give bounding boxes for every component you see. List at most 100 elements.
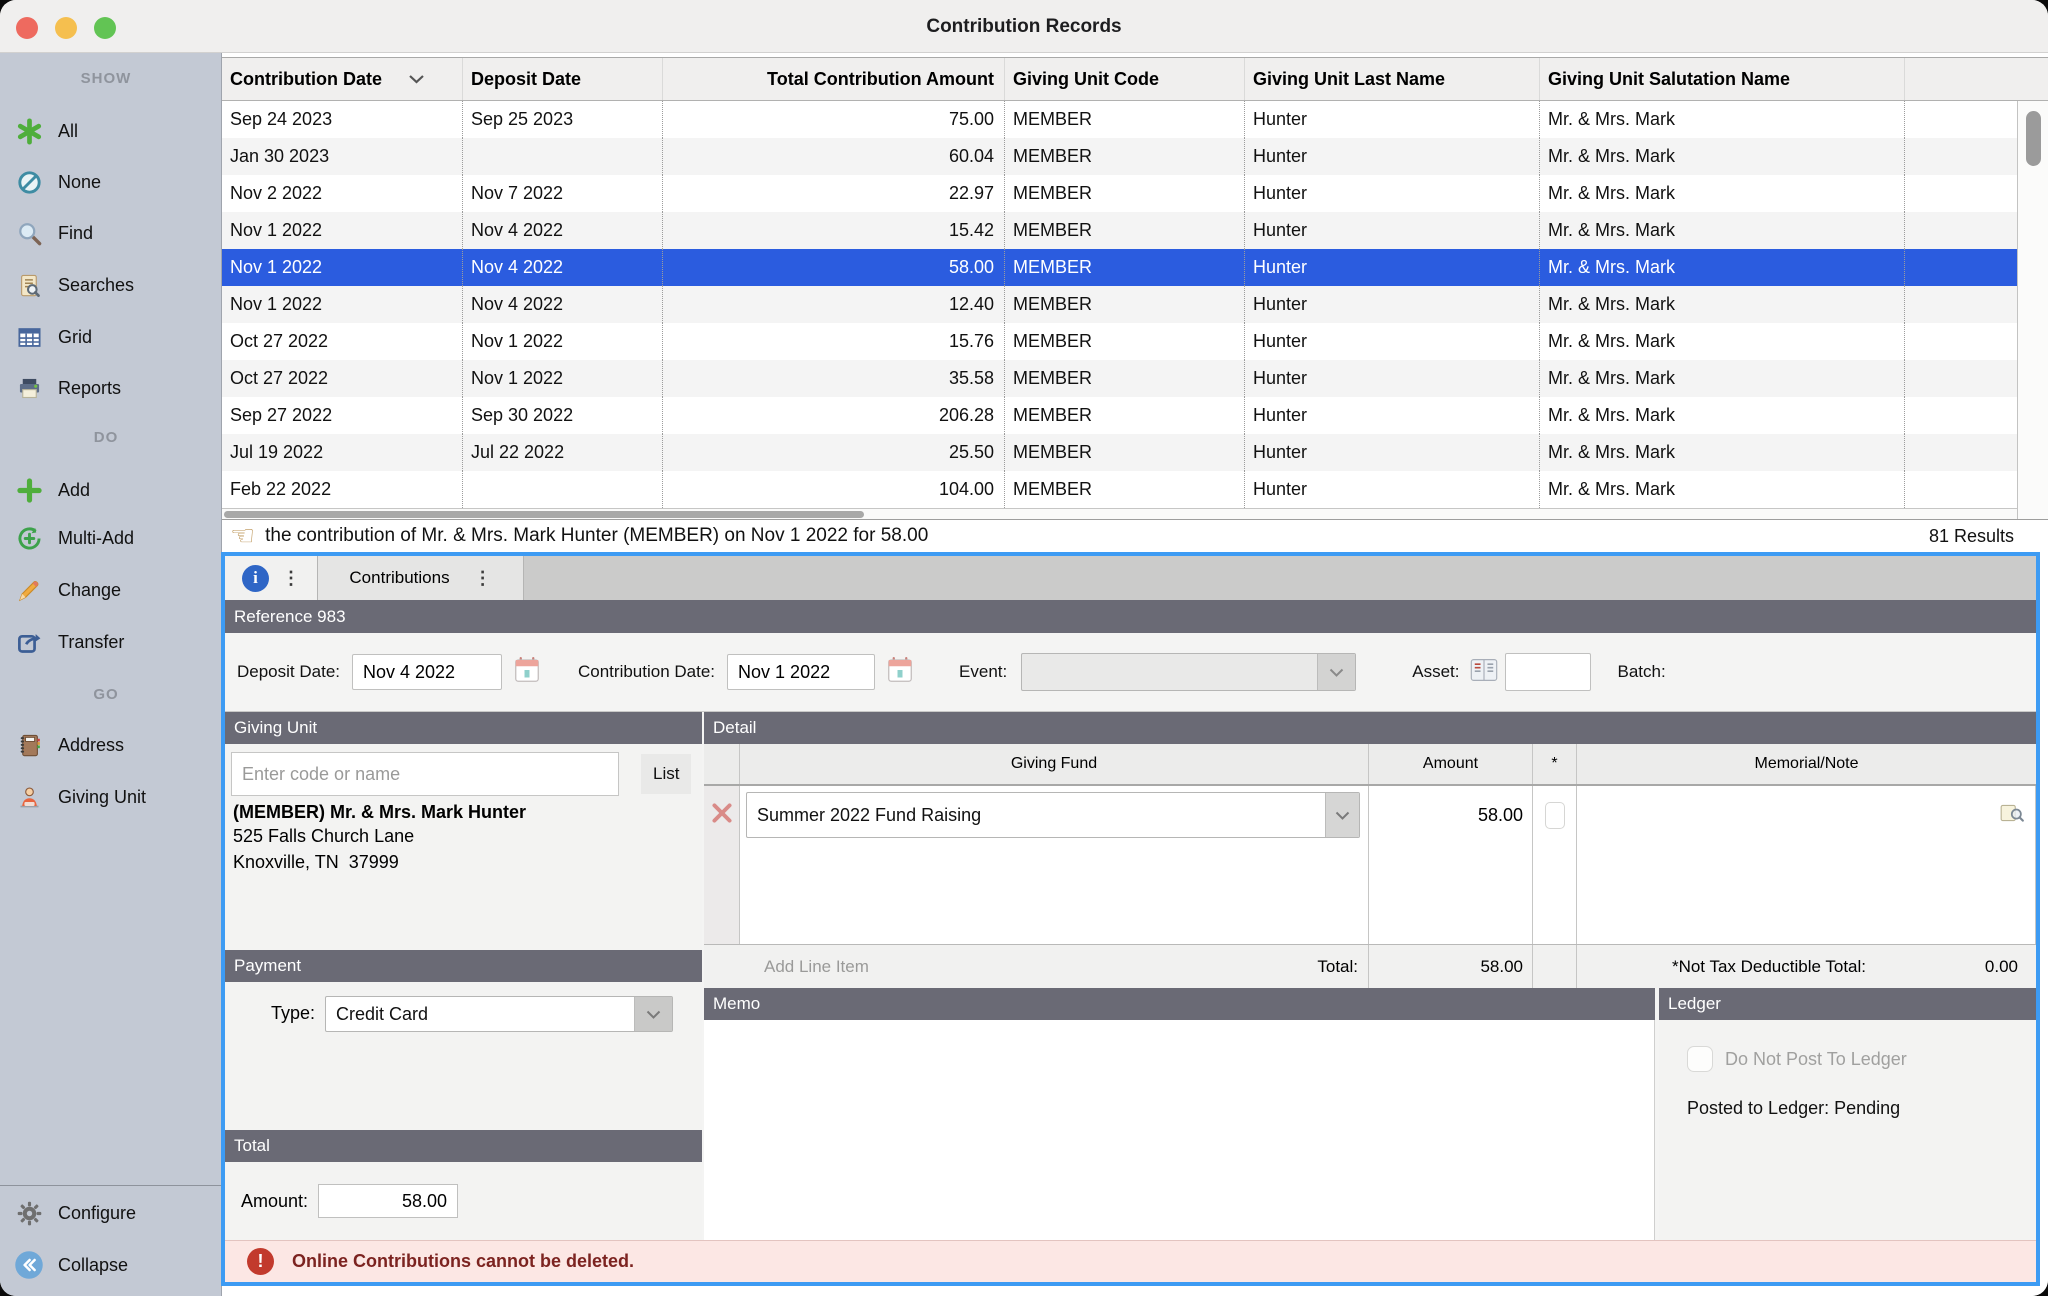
column-header-contribution-date[interactable]: Contribution Date	[222, 58, 463, 100]
sidebar-item-grid[interactable]: Grid	[0, 311, 221, 363]
table-cell: 15.42	[663, 212, 1005, 249]
payment-type-dropdown[interactable]: Credit Card	[325, 996, 674, 1032]
delete-line-item-button[interactable]	[704, 786, 740, 844]
tab-label: Contributions	[349, 568, 450, 587]
sidebar-item-collapse[interactable]: Collapse	[0, 1239, 221, 1291]
sidebar-item-add[interactable]: Add	[0, 464, 221, 516]
sidebar-item-transfer[interactable]: Transfer	[0, 616, 221, 668]
table-row[interactable]: Jan 30 2023 60.04 MEMBER Hunter Mr. & Mrs. M…	[222, 138, 2048, 175]
vertical-scrollbar-thumb[interactable]	[2026, 111, 2041, 166]
list-button[interactable]: List	[641, 754, 692, 794]
collapse-chevrons-icon	[14, 1250, 44, 1280]
batch-label: Batch:	[1617, 662, 1666, 681]
ledger-book-icon[interactable]	[1469, 657, 1499, 688]
giving-unit-search-input[interactable]	[231, 752, 619, 796]
add-line-item-button[interactable]: Add Line Item	[764, 956, 869, 976]
pencil-icon	[14, 577, 44, 604]
calendar-icon[interactable]	[512, 655, 542, 690]
deposit-date-input[interactable]	[352, 654, 502, 690]
payment-type-label: Type:	[271, 1003, 316, 1023]
vertical-scrollbar[interactable]	[2017, 101, 2048, 520]
contribution-date-label: Contribution Date:	[578, 662, 716, 681]
posted-to-ledger-status: Posted to Ledger: Pending	[1687, 1098, 1901, 1118]
deposit-date-label: Deposit Date:	[237, 662, 340, 681]
table-row[interactable]: Nov 1 2022 Nov 4 2022 58.00 MEMBER Hunter Mr.…	[222, 249, 2048, 286]
sidebar-item-configure[interactable]: Configure	[0, 1187, 221, 1239]
table-cell: Mr. & Mrs. Mark	[1540, 360, 1905, 397]
column-header-deposit-date[interactable]: Deposit Date	[463, 58, 663, 100]
sidebar-item-find[interactable]: Find	[0, 207, 221, 259]
column-header-code[interactable]: Giving Unit Code	[1005, 58, 1245, 100]
sidebar-item-multi-add[interactable]: Multi-Add	[0, 512, 221, 564]
column-header-salutation[interactable]: Giving Unit Salutation Name	[1540, 58, 1905, 100]
sidebar-item-change[interactable]: Change	[0, 564, 221, 616]
contribution-date-input[interactable]	[727, 654, 876, 690]
giving-unit-address-line2: Knoxville, TN 37999	[233, 852, 399, 872]
column-header-last-name[interactable]: Giving Unit Last Name	[1245, 58, 1540, 100]
table-row[interactable]: Nov 1 2022 Nov 4 2022 15.42 MEMBER Hunter Mr.…	[222, 212, 2048, 249]
table-row[interactable]: Oct 27 2022 Nov 1 2022 15.76 MEMBER Hunter Mr…	[222, 323, 2048, 360]
giving-fund-dropdown[interactable]: Summer 2022 Fund Raising	[746, 792, 1360, 838]
table-cell: Hunter	[1245, 360, 1540, 397]
table-cell: 12.40	[663, 286, 1005, 323]
table-row[interactable]: Sep 27 2022 Sep 30 2022 206.28 MEMBER Hunter…	[222, 397, 2048, 434]
scroll-search-icon	[14, 272, 44, 299]
sidebar-item-giving-unit[interactable]: Giving Unit	[0, 771, 221, 823]
table-cell: MEMBER	[1005, 397, 1245, 434]
line-item-amount[interactable]: 58.00	[1369, 786, 1533, 844]
table-cell: 15.76	[663, 323, 1005, 360]
table-cell: Mr. & Mrs. Mark	[1540, 434, 1905, 471]
column-header-total-amount[interactable]: Total Contribution Amount	[663, 58, 1005, 100]
table-header: Contribution Date Deposit Date Total Con…	[222, 58, 2048, 101]
sidebar-item-all[interactable]: All	[0, 105, 221, 157]
table-cell: Nov 2 2022	[222, 175, 463, 212]
sidebar-item-reports[interactable]: Reports	[0, 362, 221, 414]
table-cell: MEMBER	[1005, 175, 1245, 212]
table-cell: 206.28	[663, 397, 1005, 434]
close-button[interactable]	[16, 17, 38, 39]
asterisk-icon	[14, 117, 44, 145]
table-cell: Nov 4 2022	[463, 249, 663, 286]
sidebar-item-searches[interactable]: Searches	[0, 259, 221, 311]
gear-icon	[14, 1200, 44, 1227]
table-cell: MEMBER	[1005, 434, 1245, 471]
sidebar-item-none[interactable]: None	[0, 156, 221, 208]
minimize-button[interactable]	[55, 17, 77, 39]
table-row[interactable]: Sep 24 2023 Sep 25 2023 75.00 MEMBER Hunter M…	[222, 101, 2048, 138]
table-row[interactable]: Oct 27 2022 Nov 1 2022 35.58 MEMBER Hunter Mr…	[222, 360, 2048, 397]
horizontal-scrollbar[interactable]	[222, 508, 2017, 520]
table-row[interactable]: Feb 22 2022 104.00 MEMBER Hunter Mr. & Mrs. …	[222, 471, 2048, 508]
table-row[interactable]: Jul 19 2022 Jul 22 2022 25.50 MEMBER Hunter M…	[222, 434, 2048, 471]
memorial-note-cell[interactable]	[1577, 786, 2036, 844]
horizontal-scrollbar-thumb[interactable]	[224, 511, 864, 518]
kebab-dots-icon: ⋮	[473, 567, 492, 588]
total-header: Total	[225, 1130, 702, 1162]
sidebar-item-address[interactable]: Address	[0, 719, 221, 771]
total-amount-input[interactable]	[318, 1184, 459, 1218]
do-not-post-checkbox[interactable]	[1687, 1046, 1713, 1072]
sidebar-divider	[0, 1185, 221, 1186]
table-cell: Hunter	[1245, 286, 1540, 323]
sidebar-item-label: Find	[58, 222, 94, 243]
table-row[interactable]: Nov 2 2022 Nov 7 2022 22.97 MEMBER Hunter Mr.…	[222, 175, 2048, 212]
tab-info[interactable]: i ⋮	[225, 556, 318, 600]
table-cell: Nov 4 2022	[463, 286, 663, 323]
event-value	[1022, 654, 1317, 690]
table-cell: MEMBER	[1005, 212, 1245, 249]
memo-textarea[interactable]	[704, 1020, 1655, 1240]
event-dropdown[interactable]	[1021, 653, 1357, 691]
zoom-button[interactable]	[94, 17, 116, 39]
calendar-icon[interactable]	[885, 655, 915, 690]
giving-unit-address-line1: 525 Falls Church Lane	[233, 826, 415, 846]
sidebar-item-label: Change	[58, 579, 122, 600]
table-cell: Hunter	[1245, 434, 1540, 471]
panel-columns: Giving Unit List (MEMBER) Mr. & Mrs. Mar…	[225, 712, 2036, 1240]
asset-input[interactable]	[1505, 653, 1592, 691]
tab-contributions[interactable]: Contributions ⋮	[318, 556, 524, 600]
table-row[interactable]: Nov 1 2022 Nov 4 2022 12.40 MEMBER Hunter Mr.…	[222, 286, 2048, 323]
table-cell: Jul 22 2022	[463, 434, 663, 471]
not-deductible-checkbox[interactable]	[1544, 801, 1565, 829]
memo-header: Memo	[704, 988, 1655, 1020]
table-cell: Mr. & Mrs. Mark	[1540, 286, 1905, 323]
